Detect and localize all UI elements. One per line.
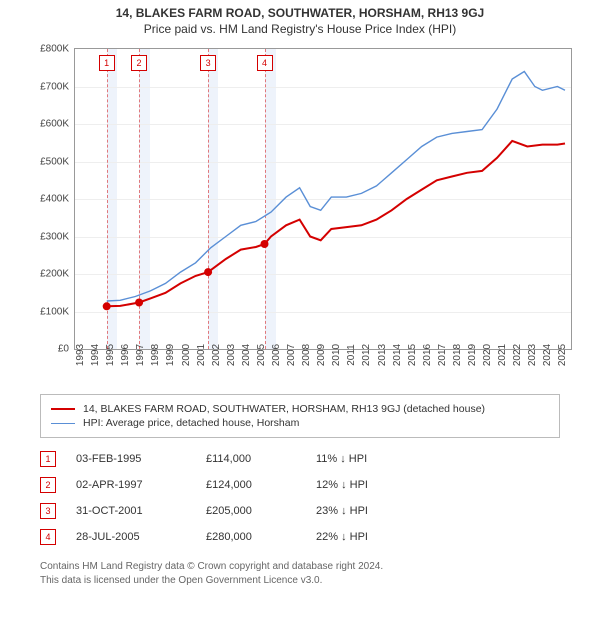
event-point (103, 302, 111, 310)
events-row: 2 02-APR-1997 £124,000 12% ↓ HPI (40, 472, 560, 498)
y-tick-label: £100K (40, 306, 69, 317)
plot-area: £0£100K£200K£300K£400K£500K£600K£700K£80… (74, 48, 572, 350)
title-main: 14, BLAKES FARM ROAD, SOUTHWATER, HORSHA… (0, 6, 600, 20)
series-hpi (107, 72, 565, 302)
events-row-price: £114,000 (206, 453, 296, 465)
events-row-date: 03-FEB-1995 (76, 453, 186, 465)
y-tick-label: £400K (40, 194, 69, 205)
y-tick-label: £200K (40, 269, 69, 280)
events-row-number: 2 (40, 477, 56, 493)
title-sub: Price paid vs. HM Land Registry's House … (0, 22, 600, 36)
y-tick-label: £300K (40, 231, 69, 242)
y-tick-label: £0 (58, 344, 69, 355)
events-row-number: 1 (40, 451, 56, 467)
events-row: 1 03-FEB-1995 £114,000 11% ↓ HPI (40, 446, 560, 472)
events-row-date: 28-JUL-2005 (76, 531, 186, 543)
events-row-number: 4 (40, 529, 56, 545)
y-tick-label: £500K (40, 156, 69, 167)
y-tick-label: £800K (40, 44, 69, 55)
events-row: 3 31-OCT-2001 £205,000 23% ↓ HPI (40, 498, 560, 524)
legend: 14, BLAKES FARM ROAD, SOUTHWATER, HORSHA… (40, 394, 560, 438)
events-row: 4 28-JUL-2005 £280,000 22% ↓ HPI (40, 524, 560, 550)
legend-label: HPI: Average price, detached house, Hors… (83, 417, 299, 429)
events-row-hpi: 12% ↓ HPI (316, 479, 406, 491)
footnote-line1: Contains HM Land Registry data © Crown c… (40, 560, 560, 574)
events-row-hpi: 22% ↓ HPI (316, 531, 406, 543)
legend-swatch (51, 423, 75, 424)
events-row-hpi: 23% ↓ HPI (316, 505, 406, 517)
chart-titles: 14, BLAKES FARM ROAD, SOUTHWATER, HORSHA… (0, 0, 600, 36)
events-row-date: 02-APR-1997 (76, 479, 186, 491)
events-row-price: £205,000 (206, 505, 296, 517)
series-property (107, 141, 565, 306)
events-row-price: £124,000 (206, 479, 296, 491)
event-point (204, 268, 212, 276)
chart: £0 £100K £200K £300K £400K £500K £600K £700K £80… (20, 40, 580, 370)
events-table: 1 03-FEB-1995 £114,000 11% ↓ HPI 2 02-APR-199… (40, 446, 560, 550)
events-row-number: 3 (40, 503, 56, 519)
y-tick-label: £600K (40, 119, 69, 130)
legend-row: 14, BLAKES FARM ROAD, SOUTHWATER, HORSHA… (51, 403, 549, 415)
events-row-price: £280,000 (206, 531, 296, 543)
event-point (261, 240, 269, 248)
footnote-line2: This data is licensed under the Open Gov… (40, 574, 560, 588)
y-tick-label: £700K (40, 81, 69, 92)
legend-row: HPI: Average price, detached house, Hors… (51, 417, 549, 429)
events-row-date: 31-OCT-2001 (76, 505, 186, 517)
legend-label: 14, BLAKES FARM ROAD, SOUTHWATER, HORSHA… (83, 403, 485, 415)
events-row-hpi: 11% ↓ HPI (316, 453, 406, 465)
series-svg (75, 49, 571, 349)
footnote: Contains HM Land Registry data © Crown c… (40, 560, 560, 587)
legend-swatch (51, 408, 75, 410)
event-point (135, 299, 143, 307)
